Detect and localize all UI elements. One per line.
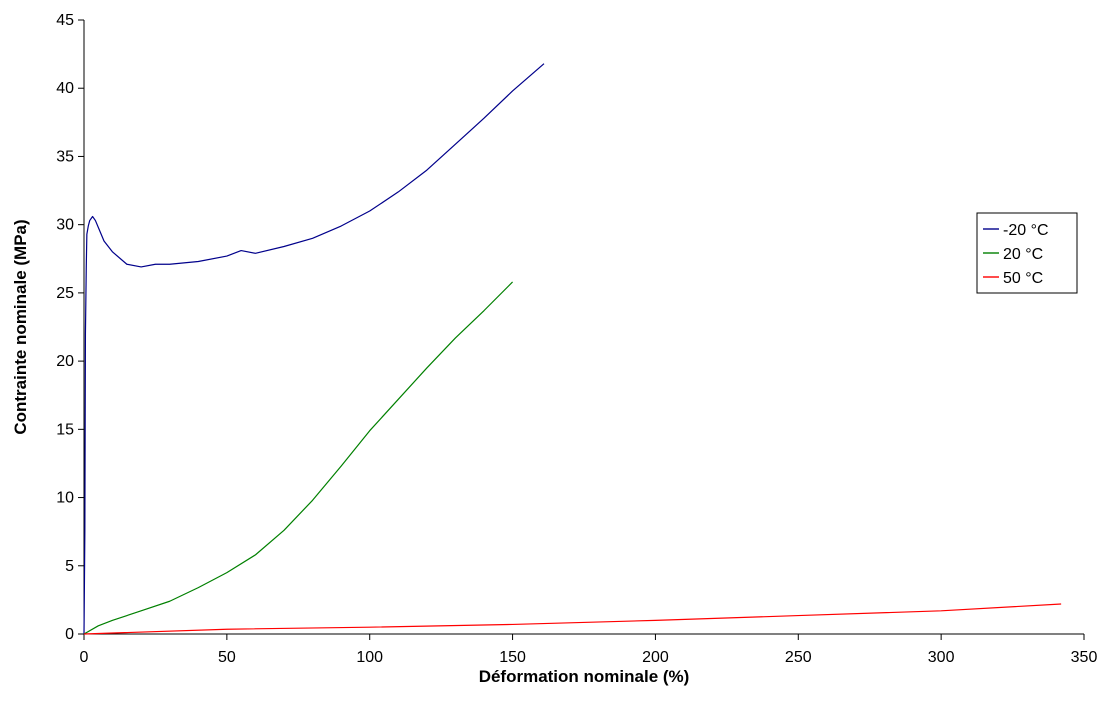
x-tick-label: 150 [499,649,526,666]
x-tick-label: 0 [80,649,89,666]
y-tick-label: 20 [56,353,74,370]
y-tick-label: 35 [56,148,74,165]
x-tick-label: 200 [642,649,669,666]
legend: -20 °C 20 °C 50 °C [976,212,1078,294]
series-line-1 [83,281,513,635]
legend-label-0: -20 °C [1003,222,1049,239]
x-tick-label: 100 [356,649,383,666]
y-axis-title: Contrainte nominale (MPa) [11,219,30,434]
x-axis-title: Déformation nominale (%) [479,667,690,686]
x-tick-label: 50 [218,649,236,666]
y-tick-label: 15 [56,421,74,438]
y-tick-label: 0 [65,626,74,643]
y-axis: 0 5 10 15 20 25 30 35 40 45 [56,12,85,643]
y-tick-label: 25 [56,285,74,302]
legend-label-1: 20 °C [1003,246,1043,263]
series-line-2 [83,603,1062,635]
legend-label-2: 50 °C [1003,270,1043,287]
y-tick-label: 45 [56,12,74,29]
x-tick-label: 250 [785,649,812,666]
x-tick-label: 300 [928,649,955,666]
y-tick-label: 5 [65,558,74,575]
series-layer [83,63,1062,635]
y-tick-label: 40 [56,80,74,97]
y-tick-label: 30 [56,217,74,234]
series-line-0 [83,63,545,635]
x-axis: 0 50 100 150 200 250 300 350 [80,633,1098,666]
y-tick-label: 10 [56,490,74,507]
x-tick-label: 350 [1071,649,1098,666]
